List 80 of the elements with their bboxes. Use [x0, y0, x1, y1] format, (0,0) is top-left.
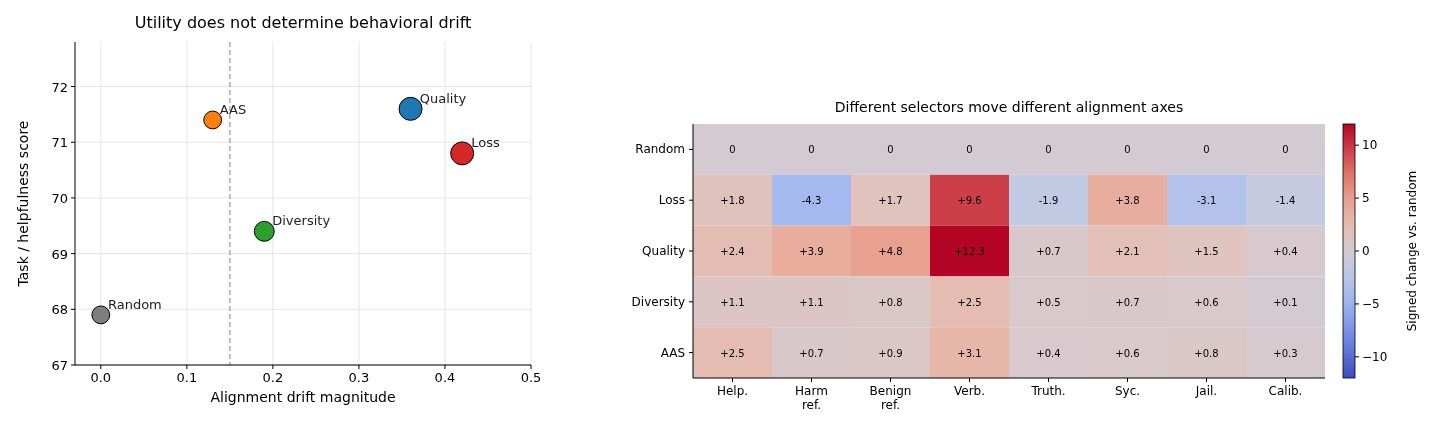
data-label: +1.1 — [799, 296, 824, 308]
data-label: +2.4 — [720, 246, 745, 257]
y-tick-label: 71 — [51, 135, 68, 151]
x-tick-label: 0.3 — [348, 370, 370, 385]
data-label: +0.7 — [1115, 296, 1140, 308]
data-label: -1.9 — [1038, 195, 1059, 207]
x-tick-label: Syc. — [1114, 384, 1141, 398]
x-tick-label: Jail. — [1194, 384, 1218, 398]
data-label: +3.1 — [957, 347, 982, 359]
y-tick-label: 69 — [51, 246, 68, 262]
y-tick-label: Random — [635, 142, 685, 157]
x-tick-label: Harm ref. — [795, 384, 828, 412]
data-label: +2.5 — [720, 347, 745, 359]
x-tick-label: 0.5 — [520, 370, 542, 385]
y-tick-label: 72 — [51, 79, 68, 95]
series-label: Random — [107, 296, 162, 312]
series-label: AAS — [219, 101, 247, 117]
y-tick-label: Quality — [642, 244, 685, 258]
data-label: -4.3 — [801, 195, 822, 207]
data-label: +0.8 — [878, 296, 903, 308]
chart-title: Utility does not determine behavioral drift — [134, 13, 472, 32]
x-tick-label: Verb. — [953, 384, 986, 398]
x-tick-label: 0.4 — [434, 370, 456, 385]
x-axis-title: Alignment drift magnitude — [210, 389, 396, 405]
data-label: 0 — [729, 144, 736, 156]
data-label: +0.8 — [1194, 347, 1219, 359]
data-label: +2.5 — [957, 296, 982, 308]
data-label: +1.5 — [1194, 246, 1219, 257]
color-bar-title: Signed change vs. random — [1405, 170, 1419, 332]
data-label: +0.1 — [1273, 296, 1298, 308]
y-tick-label: 68 — [51, 302, 68, 318]
data-label: 0 — [1282, 144, 1289, 156]
data-label: 0 — [1124, 144, 1131, 156]
chart-title: Different selectors move different alignment axes — [834, 99, 1184, 115]
data-label: +0.5 — [1036, 296, 1061, 308]
x-tick-label: Truth. — [1030, 384, 1066, 398]
y-tick-label: 67 — [51, 358, 68, 373]
data-label: +0.7 — [1036, 246, 1061, 257]
series-label: Quality — [419, 90, 467, 106]
color-bar-label: −5 — [1362, 296, 1380, 311]
data-label: +1.8 — [720, 195, 745, 207]
color-bar-label: −10 — [1362, 349, 1388, 364]
data-label: 0 — [966, 144, 973, 156]
x-tick-label: 0.2 — [262, 370, 284, 385]
x-tick-label: Help. — [716, 384, 749, 398]
data-label: +3.9 — [799, 246, 824, 257]
x-tick-label: Benign ref. — [869, 384, 912, 412]
data-label: +1.7 — [878, 195, 903, 207]
data-label: +12.3 — [954, 246, 985, 257]
data-label: +0.6 — [1194, 296, 1219, 308]
data-label: +3.8 — [1115, 195, 1140, 207]
data-label: +0.9 — [878, 347, 903, 359]
x-tick-label: 0.1 — [176, 370, 198, 385]
y-axis-title: Task / helpfulness score — [15, 120, 31, 288]
data-label: +0.3 — [1273, 347, 1298, 359]
y-tick-label: AAS — [660, 345, 685, 360]
data-label: +0.4 — [1273, 246, 1298, 257]
color-bar-label: 5 — [1362, 191, 1370, 206]
data-label: +1.1 — [720, 296, 745, 308]
data-label: 0 — [1045, 144, 1052, 156]
data-label: +2.1 — [1115, 246, 1140, 257]
data-label: +0.4 — [1036, 347, 1061, 359]
data-label: +0.7 — [799, 347, 824, 359]
y-tick-label: Loss — [658, 193, 685, 208]
data-label: -3.1 — [1196, 195, 1217, 207]
data-label: -1.4 — [1275, 195, 1296, 207]
y-tick-label: Diversity — [631, 294, 685, 309]
x-tick-label: Calib. — [1268, 384, 1303, 398]
data-label: 0 — [887, 144, 894, 156]
data-label: +9.6 — [957, 195, 982, 207]
data-label: +4.8 — [878, 246, 903, 257]
x-tick-label: 0.0 — [90, 370, 112, 385]
color-bar-label: 0 — [1362, 244, 1370, 258]
series-label: Loss — [471, 135, 501, 151]
data-label: 0 — [808, 144, 815, 156]
series-label: Diversity — [272, 213, 331, 229]
data-label: +0.6 — [1115, 347, 1140, 359]
color-bar-label: 10 — [1362, 138, 1378, 153]
data-label: 0 — [1203, 144, 1210, 156]
y-tick-label: 70 — [51, 190, 68, 206]
